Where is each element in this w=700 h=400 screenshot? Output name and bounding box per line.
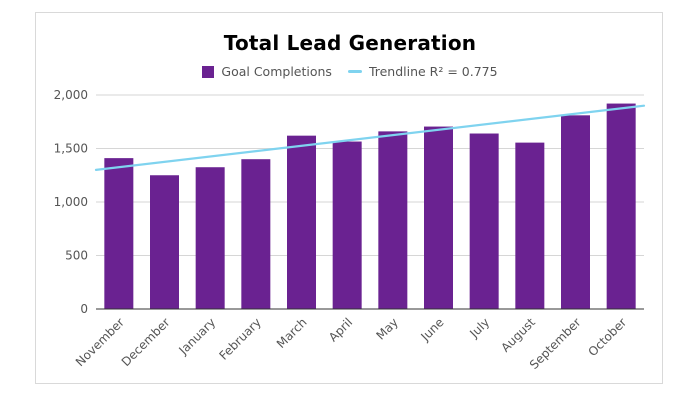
legend-swatch-line xyxy=(347,70,362,73)
x-tick-label: March xyxy=(274,315,310,351)
x-tick-label: June xyxy=(418,315,447,344)
bar xyxy=(561,115,590,309)
bar xyxy=(378,131,408,309)
chart-card: Total Lead Generation Goal Completions T… xyxy=(35,12,663,384)
y-tick-label: 2,000 xyxy=(54,88,88,102)
x-tick-label: December xyxy=(119,315,173,369)
legend-label: Trendline R² = 0.775 xyxy=(368,64,498,79)
trendline xyxy=(94,104,646,171)
chart-legend: Goal Completions Trendline R² = 0.775 xyxy=(36,64,664,79)
legend-swatch-bar xyxy=(202,65,215,78)
x-tick-label: November xyxy=(73,315,127,369)
x-tick-label: April xyxy=(326,315,355,344)
x-tick-label: January xyxy=(176,315,219,358)
bar xyxy=(287,135,316,309)
y-tick-label: 1,000 xyxy=(54,195,88,209)
x-tick-label: October xyxy=(585,315,629,359)
bar xyxy=(195,167,225,309)
x-tick-label: July xyxy=(466,315,492,341)
x-tick-label: February xyxy=(216,315,264,363)
bar xyxy=(515,142,545,309)
y-tick-label: 500 xyxy=(65,249,88,263)
legend-item-trendline[interactable]: Trendline R² = 0.775 xyxy=(347,64,498,79)
x-tick-label: May xyxy=(374,315,401,342)
chart-title: Total Lead Generation xyxy=(223,31,477,55)
bar xyxy=(606,103,636,309)
bar xyxy=(469,133,499,309)
legend-item-goal-completions[interactable]: Goal Completions xyxy=(202,64,332,79)
y-tick-label: 1,500 xyxy=(54,142,88,156)
bar xyxy=(241,159,271,309)
bar xyxy=(104,158,134,309)
x-tick-label: August xyxy=(498,315,538,355)
bar xyxy=(332,141,362,309)
y-tick-label: 0 xyxy=(80,302,88,316)
legend-label: Goal Completions xyxy=(221,64,332,79)
bar xyxy=(150,175,179,309)
bar xyxy=(424,126,453,309)
